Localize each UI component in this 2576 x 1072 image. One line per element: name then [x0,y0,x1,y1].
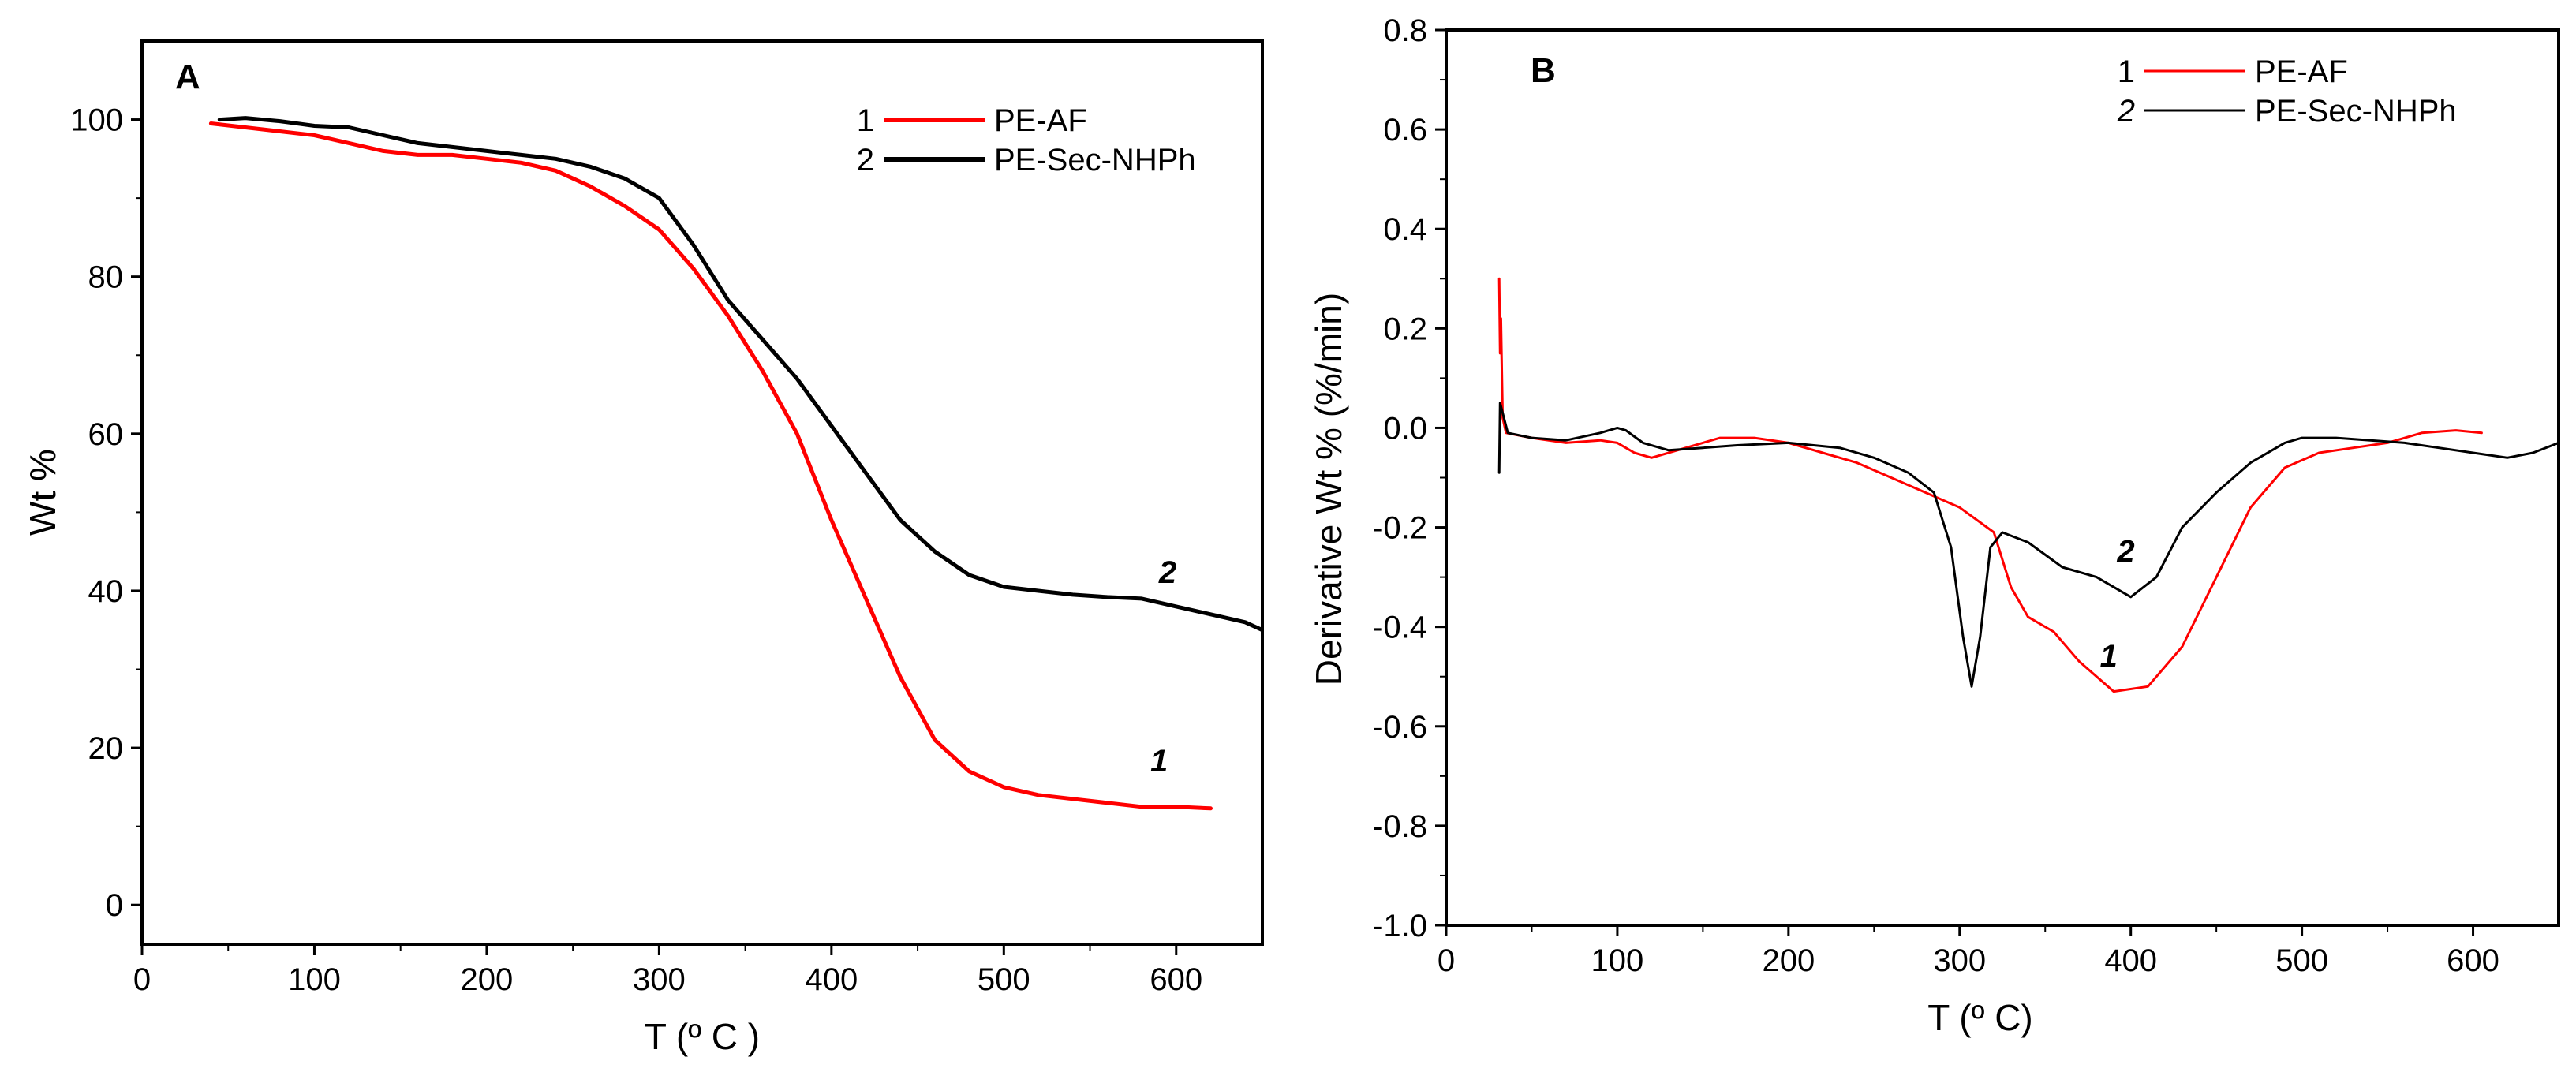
panel-a-x-tick-label: 200 [461,962,514,997]
panel-b-x-tick-label: 0 [1438,943,1455,978]
panel-b-y-tick-label: -1.0 [1373,909,1427,943]
panel-a-x-tick-label: 400 [805,962,858,997]
panel-b-y-tick-label: -0.2 [1373,511,1427,546]
panel-a-curves [208,116,1262,811]
panel-b-legend-number-1: 1 [2118,54,2135,89]
panel-b-label: B [1531,51,1556,90]
panel-a-x-axis-title: T (º C ) [645,1016,760,1057]
panel-b-x-tick-label: 100 [1591,943,1644,978]
panel-b-y-tick-label: 0.0 [1383,411,1427,446]
panel-a-y-tick-label: 60 [88,417,124,452]
panel-b-derivative-vs-temperature: 0 100 200 300 400 500 600 -1.0 -0.8 -0.6 -0.4 -0.2… [1308,13,2560,1038]
panel-a-series-pe-af [208,121,1213,811]
panel-b-series-pe-af [1497,277,2483,693]
panel-b-x-tick-label: 500 [2275,943,2328,978]
panel-b-legend: 1 PE-AF 2 PE-Sec-NHPh [2117,54,2457,129]
panel-a-legend-number-1: 1 [857,103,874,138]
panel-b-series-pe-sec-nhph [1497,402,2559,688]
panel-b-x-axis-title: T (º C) [1927,997,2033,1038]
panel-b-x-tick-label: 400 [2104,943,2157,978]
panel-a-legend-label-pe-sec-nhph: PE-Sec-NHPh [994,143,1196,177]
panel-b-x-tick-label: 600 [2447,943,2499,978]
panel-a-curve-labels: 12 [1150,555,1176,779]
panel-a-y-tick-label: 40 [88,574,124,609]
panel-b-x-tick-label: 300 [1933,943,1986,978]
panel-a-plot-frame [140,39,1264,946]
panel-b-y-tick-label: 0.4 [1383,212,1427,247]
panel-a-legend-number-2: 2 [857,143,874,177]
panel-b-curve-label-pe-sec-nhph: 2 [2116,535,2134,570]
panel-a-y-tick-label: 80 [88,260,124,295]
panel-a-x-ticks: 0 100 200 300 400 500 600 [133,944,1202,997]
panel-b-y-tick-label: 0.6 [1383,113,1427,148]
panel-a-x-tick-label: 600 [1150,962,1202,997]
panel-b-legend-number-2: 2 [2117,94,2135,129]
panel-b-x-tick-label: 200 [1762,943,1815,978]
panel-b-y-axis-title: Derivative Wt % (%/min) [1308,293,1349,685]
panel-a-label: A [175,58,200,96]
panel-b-legend-label-pe-sec-nhph: PE-Sec-NHPh [2255,94,2457,129]
panel-a-y-tick-label: 0 [106,888,123,923]
panel-b-y-tick-label: 0.8 [1383,13,1427,48]
panel-a-x-tick-label: 0 [133,962,151,997]
panel-a-y-tick-label: 20 [88,731,124,766]
panel-a-x-tick-label: 500 [978,962,1030,997]
panel-b-y-tick-label: 0.2 [1383,312,1427,346]
panel-b-x-ticks: 0 100 200 300 400 500 600 [1438,925,2499,978]
panel-b-y-tick-label: -0.6 [1373,710,1427,745]
panel-b-curve-labels: 12 [2100,535,2135,674]
panel-a-x-tick-label: 300 [633,962,686,997]
panel-a-y-tick-label: 100 [70,103,123,138]
panel-b-curves [1497,277,2559,693]
panel-a-series-pe-sec-nhph [217,116,1262,633]
panel-a-x-tick-label: 100 [288,962,341,997]
panel-b-plot-frame [1445,28,2560,927]
panel-b-legend-label-pe-af: PE-AF [2255,54,2348,89]
panel-a-legend-label-pe-af: PE-AF [994,103,1087,138]
panel-a-curve-label-pe-sec-nhph: 2 [1158,555,1176,590]
panel-a-legend: 1 PE-AF 2 PE-Sec-NHPh [857,103,1196,177]
panel-a-y-axis-title: Wt % [22,449,63,536]
panel-b-y-ticks: -1.0 -0.8 -0.6 -0.4 -0.2 0.0 0.2 0.4 0.6 0.8 [1373,13,1446,943]
panel-b-curve-label-pe-af: 1 [2100,639,2118,674]
panel-a-curve-label-pe-af: 1 [1150,744,1168,779]
panel-a-y-ticks: 0 20 40 60 80 100 [70,103,142,923]
panel-b-y-tick-label: -0.8 [1373,809,1427,844]
panel-b-y-tick-label: -0.4 [1373,611,1427,645]
